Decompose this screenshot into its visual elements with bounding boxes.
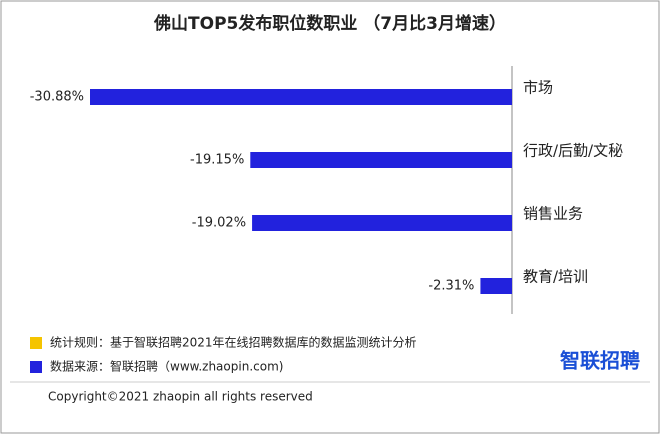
value-label: -30.88% [30, 90, 84, 105]
copyright: Copyright©2021 zhaopin all rights reserv… [48, 390, 313, 404]
bar [90, 89, 512, 105]
chart-title: 佛山TOP5发布职位数职业 （7月比3月增速） [153, 13, 506, 34]
bar [480, 278, 512, 294]
note-text: 统计规则：基于智联招聘2021年在线招聘数据库的数据监测统计分析 [50, 335, 417, 350]
legend-swatch [30, 361, 42, 373]
bar [250, 152, 512, 168]
category-label: 教育/培训 [523, 268, 588, 286]
legend-swatch [30, 337, 42, 349]
value-label: -2.31% [428, 279, 474, 294]
category-label: 市场 [523, 79, 553, 97]
bar [252, 215, 513, 231]
category-label: 行政/后勤/文秘 [523, 142, 623, 160]
category-label: 销售业务 [523, 205, 583, 223]
value-label: -19.02% [192, 216, 246, 231]
value-label: -19.15% [190, 153, 244, 168]
logo: 智联招聘 [560, 349, 640, 373]
note-text: 数据来源：智联招聘（www.zhaopin.com) [50, 359, 283, 374]
